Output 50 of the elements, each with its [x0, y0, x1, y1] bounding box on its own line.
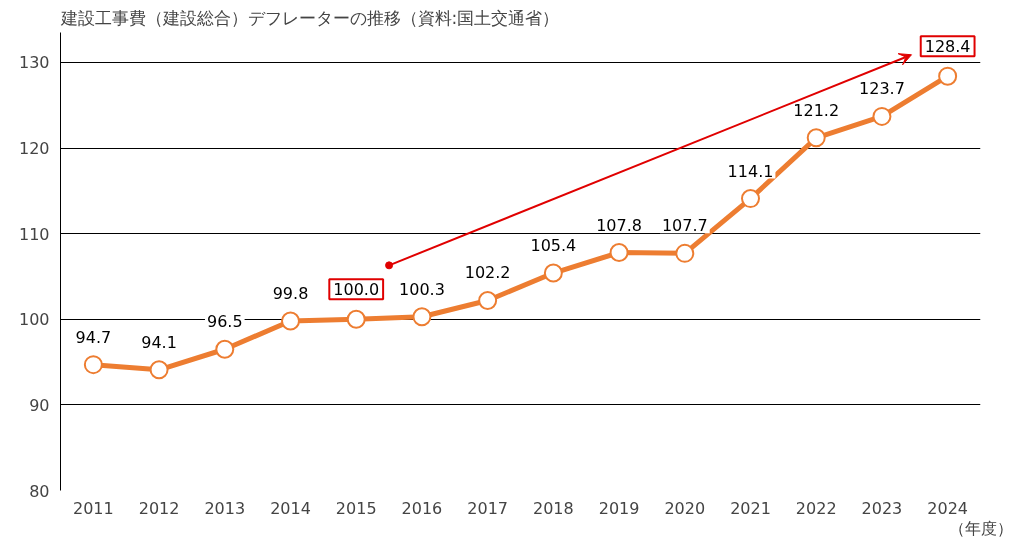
x-tick-label: 2011: [73, 498, 114, 518]
point: [543, 263, 563, 283]
text: 121.2: [793, 100, 840, 120]
point: [872, 106, 892, 126]
y-tick-label: 80: [29, 481, 50, 501]
annotation: 128.4: [924, 37, 971, 57]
y-tick-label: 110: [18, 224, 50, 244]
point: [938, 66, 958, 86]
x-tick-label: 2015: [335, 498, 377, 518]
text: 100.3: [399, 279, 445, 299]
x-tick-label: 2024: [927, 498, 968, 518]
x-tick-label: 2014: [270, 498, 311, 518]
text: 105.4: [530, 236, 577, 256]
text: 107.7: [661, 216, 708, 236]
point: [609, 243, 629, 262]
point: [215, 339, 235, 359]
x-tick-label: 2022: [795, 498, 837, 518]
x-tick-label: 2019: [598, 498, 640, 518]
x-axis-title: （年度）: [948, 518, 1013, 538]
y-tick-label: 90: [29, 395, 50, 415]
y-tick-label: 100: [18, 310, 50, 330]
y-tick-label: 120: [18, 139, 50, 159]
annotation: 100.0: [333, 280, 380, 300]
y-tick-label: 130: [18, 53, 50, 73]
text: 123.7: [859, 79, 905, 99]
x-tick-label: 2012: [138, 498, 180, 518]
point: [741, 189, 760, 209]
text: 114.1: [727, 161, 774, 181]
x-tick-label: 2016: [401, 498, 443, 518]
point: [346, 309, 366, 329]
x-tick-label: 2013: [204, 498, 246, 518]
x-tick-label: 2021: [730, 498, 771, 518]
text: 99.8: [272, 284, 309, 303]
text: 107.8: [596, 215, 642, 235]
text: 102.2: [464, 263, 511, 283]
x-tick-label: 2020: [664, 498, 706, 518]
text: 94.1: [141, 332, 177, 352]
x-tick-label: 2017: [467, 498, 508, 518]
point: [149, 360, 169, 380]
point: [412, 307, 432, 327]
point: [478, 290, 498, 310]
point: [806, 128, 826, 148]
x-tick-label: 2018: [533, 498, 574, 518]
point: [83, 355, 103, 375]
text: 96.5: [206, 312, 243, 332]
x-tick-label: 2023: [861, 498, 903, 518]
text: 94.7: [75, 327, 112, 347]
chart-title: 建設工事費（建設総合）デフレーターの推移（資料:国土交通省）: [59, 7, 560, 28]
point: [675, 243, 695, 263]
point: [281, 311, 300, 331]
